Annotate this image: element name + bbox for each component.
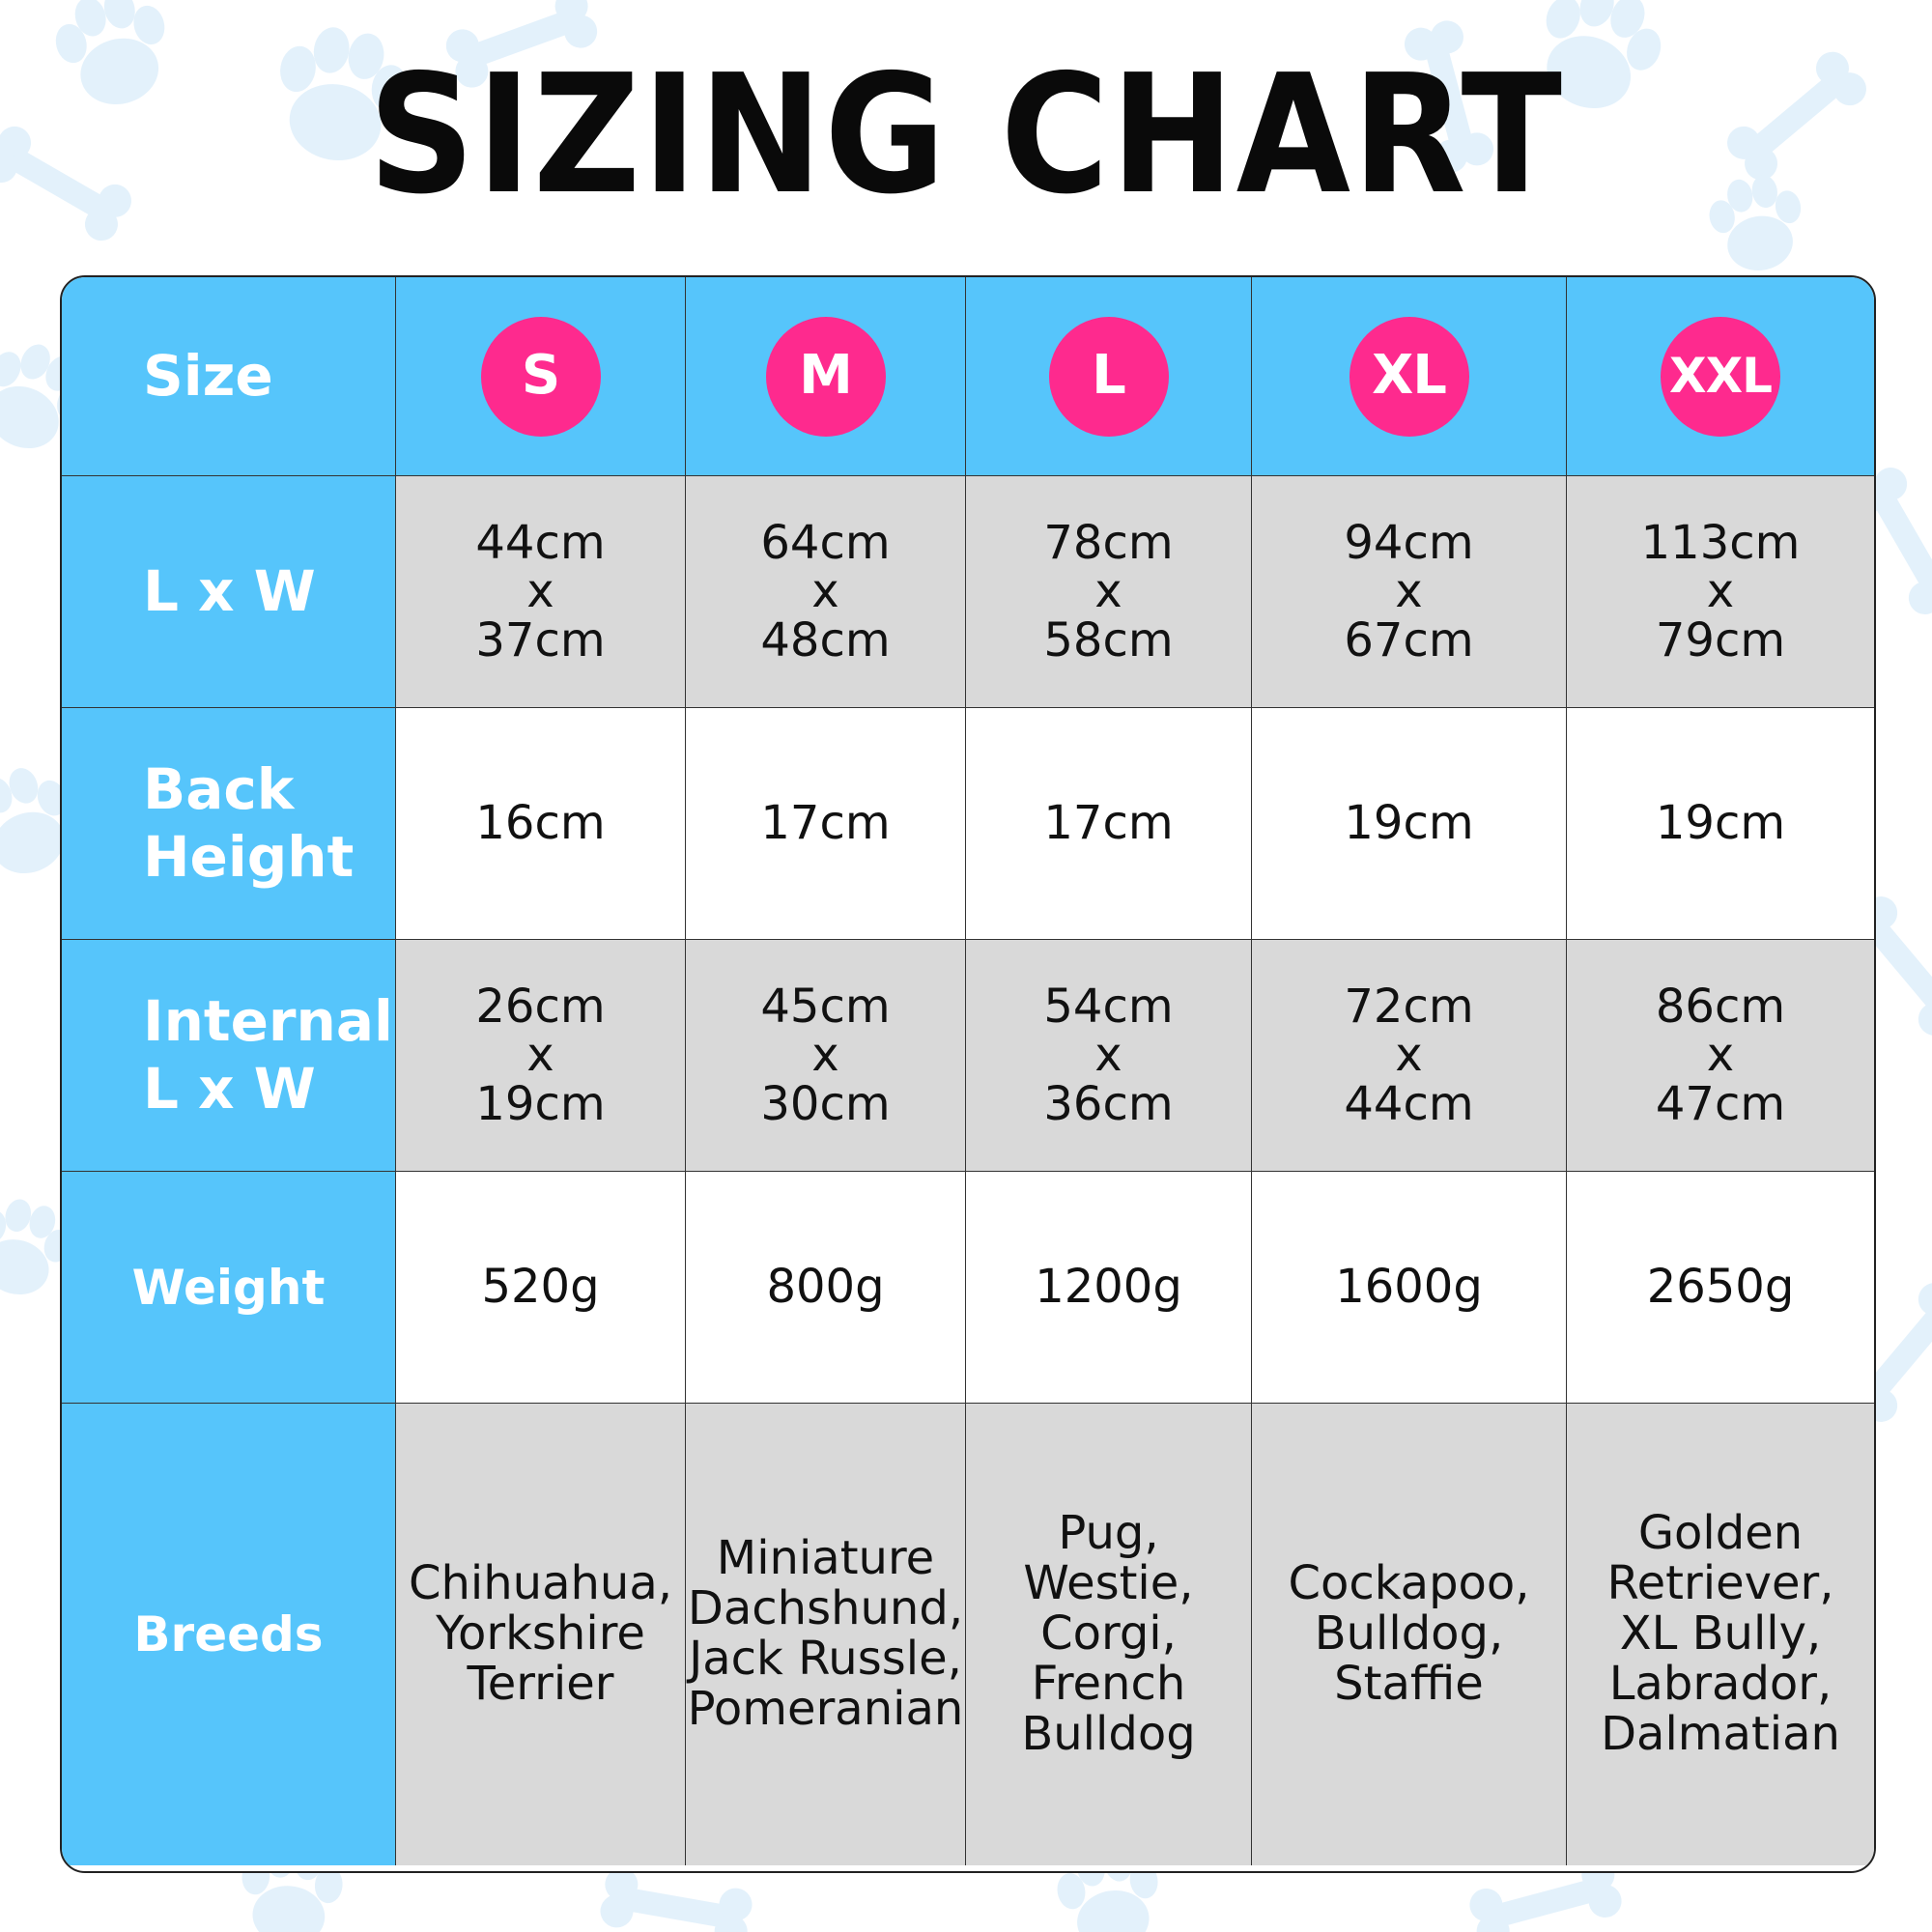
row-label-back-height: Back Height bbox=[62, 708, 396, 940]
internal-times: x bbox=[1094, 1028, 1122, 1083]
internal-length: 54cm bbox=[1043, 979, 1174, 1034]
internal-times: x bbox=[526, 1028, 554, 1083]
size-badge-m: M bbox=[765, 316, 886, 437]
size-header-l: L bbox=[966, 277, 1252, 476]
lxw-width: 79cm bbox=[1655, 612, 1786, 668]
internal-length: 86cm bbox=[1655, 979, 1786, 1034]
internal-cell-xxl: 86cm x 47cm bbox=[1567, 940, 1874, 1172]
lxw-length: 78cm bbox=[1043, 515, 1174, 570]
lxw-width: 67cm bbox=[1344, 612, 1474, 668]
internal-times: x bbox=[811, 1028, 839, 1083]
lxw-times: x bbox=[526, 564, 554, 619]
lxw-cell-l: 78cm x 58cm bbox=[966, 476, 1252, 708]
lxw-width: 37cm bbox=[475, 612, 606, 668]
row-label-lxw: L x W bbox=[62, 476, 396, 708]
internal-width: 19cm bbox=[475, 1076, 606, 1131]
weight-cell-m: 800g bbox=[686, 1172, 966, 1404]
lxw-cell-s: 44cm x 37cm bbox=[396, 476, 686, 708]
lxw-cell-xxl: 113cm x 79cm bbox=[1567, 476, 1874, 708]
size-header-xl: XL bbox=[1252, 277, 1567, 476]
breeds-cell-xxl: Golden Retriever, XL Bully, Labrador, Da… bbox=[1567, 1404, 1874, 1865]
internal-width: 47cm bbox=[1655, 1076, 1786, 1131]
lxw-length: 113cm bbox=[1640, 515, 1801, 570]
internal-cell-l: 54cm x 36cm bbox=[966, 940, 1252, 1172]
lxw-width: 48cm bbox=[760, 612, 891, 668]
lxw-length: 44cm bbox=[475, 515, 606, 570]
internal-cell-xl: 72cm x 44cm bbox=[1252, 940, 1567, 1172]
weight-cell-s: 520g bbox=[396, 1172, 686, 1404]
internal-cell-m: 45cm x 30cm bbox=[686, 940, 966, 1172]
sizing-table: Size S M L XL XXL L x W 44cm x 37cm 64cm x 4… bbox=[60, 275, 1876, 1873]
size-header-s: S bbox=[396, 277, 686, 476]
lxw-width: 58cm bbox=[1043, 612, 1174, 668]
size-badge-l: L bbox=[1048, 316, 1169, 437]
breeds-cell-l: Pug, Westie, Corgi, French Bulldog bbox=[966, 1404, 1252, 1865]
back-height-cell-s: 16cm bbox=[396, 708, 686, 940]
breeds-cell-s: Chihuahua, Yorkshire Terrier bbox=[396, 1404, 686, 1865]
back-height-cell-xl: 19cm bbox=[1252, 708, 1567, 940]
back-height-cell-xxl: 19cm bbox=[1567, 708, 1874, 940]
internal-times: x bbox=[1395, 1028, 1423, 1083]
lxw-times: x bbox=[1094, 564, 1122, 619]
header-label-size: Size bbox=[62, 277, 396, 476]
size-badge-s: S bbox=[480, 316, 601, 437]
internal-times: x bbox=[1706, 1028, 1735, 1083]
internal-cell-s: 26cm x 19cm bbox=[396, 940, 686, 1172]
size-header-m: M bbox=[686, 277, 966, 476]
internal-length: 45cm bbox=[760, 979, 891, 1034]
lxw-cell-xl: 94cm x 67cm bbox=[1252, 476, 1567, 708]
back-height-cell-m: 17cm bbox=[686, 708, 966, 940]
weight-cell-xxl: 2650g bbox=[1567, 1172, 1874, 1404]
breeds-cell-xl: Cockapoo, Bulldog, Staffie bbox=[1252, 1404, 1567, 1865]
size-badge-xxl: XXL bbox=[1661, 316, 1780, 437]
lxw-times: x bbox=[1395, 564, 1423, 619]
lxw-times: x bbox=[811, 564, 839, 619]
breeds-cell-m: Miniature Dachshund, Jack Russle, Pomera… bbox=[686, 1404, 966, 1865]
lxw-length: 64cm bbox=[760, 515, 891, 570]
page-title: SIZING CHART bbox=[368, 40, 1564, 231]
internal-width: 44cm bbox=[1344, 1076, 1474, 1131]
row-label-weight: Weight bbox=[62, 1172, 396, 1404]
internal-length: 26cm bbox=[475, 979, 606, 1034]
back-height-cell-l: 17cm bbox=[966, 708, 1252, 940]
weight-cell-xl: 1600g bbox=[1252, 1172, 1567, 1404]
lxw-cell-m: 64cm x 48cm bbox=[686, 476, 966, 708]
weight-cell-l: 1200g bbox=[966, 1172, 1252, 1404]
size-header-xxl: XXL bbox=[1567, 277, 1874, 476]
size-badge-xl: XL bbox=[1349, 316, 1469, 437]
lxw-times: x bbox=[1706, 564, 1735, 619]
row-label-internal-lxw: Internal L x W bbox=[62, 940, 396, 1172]
internal-width: 36cm bbox=[1043, 1076, 1174, 1131]
row-label-breeds: Breeds bbox=[62, 1404, 396, 1865]
lxw-length: 94cm bbox=[1344, 515, 1474, 570]
internal-length: 72cm bbox=[1344, 979, 1474, 1034]
internal-width: 30cm bbox=[760, 1076, 891, 1131]
